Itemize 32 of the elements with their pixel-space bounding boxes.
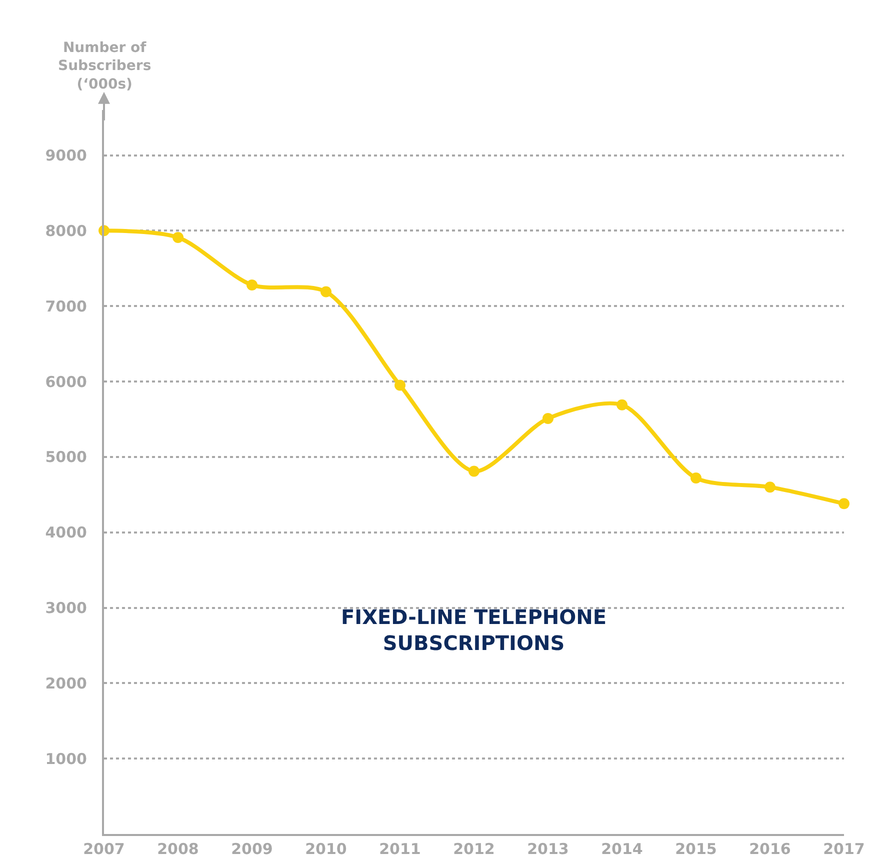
text: FIXED-LINE TELEPHONE SUBSCRIPTIONS — [341, 605, 607, 655]
y-tick-label: 1000 — [45, 750, 87, 768]
point — [172, 232, 184, 243]
x-tick-label: 2013 — [527, 840, 569, 858]
point — [468, 466, 480, 477]
point — [246, 279, 258, 290]
x-tick-label: 2016 — [749, 840, 791, 858]
x-tick-label: 2007 — [83, 840, 125, 858]
point — [394, 380, 406, 391]
point — [542, 412, 554, 424]
y-tick-label: 2000 — [45, 674, 87, 692]
x-tick-label: 2010 — [305, 840, 347, 858]
y-axis-title: Number of Subscribers (‘000s) — [58, 40, 152, 92]
y-tick-label: 9000 — [45, 146, 87, 164]
y-tick-label: 8000 — [45, 222, 87, 240]
x-tick-label: 2015 — [675, 840, 717, 858]
y-tick-label: 6000 — [45, 372, 87, 391]
x-tick-label: 2014 — [601, 840, 643, 858]
y-tick-label: 7000 — [45, 297, 87, 316]
x-tick-label: 2008 — [157, 840, 199, 858]
x-tick-label: 2012 — [453, 840, 495, 858]
point — [838, 498, 850, 510]
point — [320, 286, 332, 298]
y-tick-label: 4000 — [45, 524, 87, 542]
point — [616, 399, 628, 410]
point — [690, 472, 702, 484]
x-tick-label: 2011 — [379, 840, 421, 858]
y-tick-label: 3000 — [45, 599, 87, 617]
x-tick-label: 2017 — [823, 840, 865, 858]
point — [764, 482, 776, 493]
y-tick-label: 5000 — [45, 448, 87, 466]
x-tick-label: 2009 — [231, 840, 273, 858]
